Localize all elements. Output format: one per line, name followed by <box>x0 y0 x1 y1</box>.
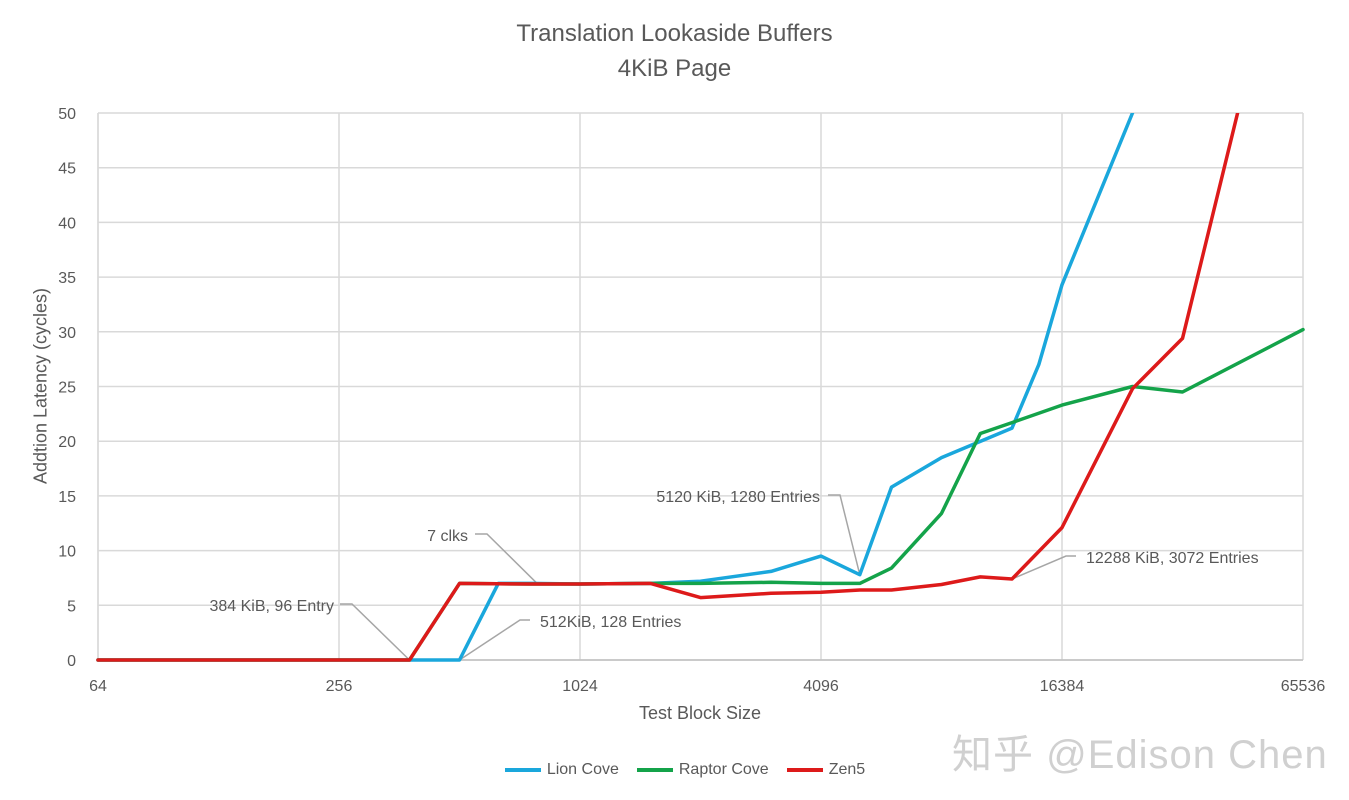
watermark: 知乎 @Edison Chen <box>952 733 1328 777</box>
annotation-label: 384 KiB, 96 Entry <box>209 598 334 615</box>
annotation-label: 512KiB, 128 Entries <box>540 614 681 631</box>
y-tick-label: 20 <box>58 434 76 451</box>
y-tick-label: 0 <box>67 653 76 670</box>
x-tick-label: 16384 <box>1040 678 1085 695</box>
legend-label: Zen5 <box>828 761 866 778</box>
y-tick-label: 35 <box>58 270 76 287</box>
x-axis-label: Test Block Size <box>638 703 762 723</box>
y-tick-label: 40 <box>58 215 76 232</box>
annotation-leader <box>340 603 411 661</box>
y-tick-label: 50 <box>58 106 76 123</box>
series-lines <box>96 113 1305 662</box>
series-line-zen5 <box>96 113 1240 662</box>
y-tick-label: 15 <box>58 489 76 506</box>
chart-title: Translation Lookaside Buffers <box>516 20 833 47</box>
annotation-label: 12288 KiB, 3072 Entries <box>1086 550 1259 567</box>
y-tick-label: 5 <box>67 598 76 615</box>
annotation-leaders <box>340 494 1076 661</box>
y-axis-label: Addtion Latency (cycles) <box>30 287 51 485</box>
annotation-leader <box>475 533 538 584</box>
legend-swatch <box>786 768 823 772</box>
legend-item-lion-cove: Lion Cove <box>504 761 619 779</box>
legend-label: Lion Cove <box>546 761 619 778</box>
annotation-leader <box>1011 555 1076 580</box>
series-line-lion-cove <box>96 113 1135 662</box>
legend: Lion Cove Raptor Cove Zen5 <box>0 759 1349 779</box>
x-tick-label: 65536 <box>1281 678 1326 695</box>
legend-swatch <box>636 768 673 772</box>
x-tick-label: 4096 <box>803 678 839 695</box>
legend-item-zen5: Zen5 <box>786 761 866 779</box>
x-tick-label: 64 <box>89 678 107 695</box>
y-tick-label: 45 <box>58 161 76 178</box>
annotation-label: 5120 KiB, 1280 Entries <box>656 489 820 506</box>
legend-swatch <box>504 768 541 772</box>
x-tick-label: 1024 <box>562 678 598 695</box>
tick-labels: 0 5 10 15 20 25 30 35 40 45 50 64 256 1024 4096 16384 65… <box>58 106 1325 695</box>
y-tick-label: 10 <box>58 544 76 561</box>
annotation-leader <box>459 619 530 661</box>
chart-subtitle: 4KiB Page <box>617 55 732 82</box>
annotations: 384 KiB, 96 Entry 512KiB, 128 Entries 7 cl… <box>209 489 1258 631</box>
x-tick-label: 256 <box>326 678 353 695</box>
legend-label: Raptor Cove <box>678 761 769 778</box>
annotation-leader <box>828 494 861 575</box>
grid <box>97 112 1304 661</box>
y-tick-label: 25 <box>58 380 76 397</box>
annotation-label: 7 clks <box>427 528 468 545</box>
legend-item-raptor-cove: Raptor Cove <box>636 761 769 779</box>
y-tick-label: 30 <box>58 325 76 342</box>
